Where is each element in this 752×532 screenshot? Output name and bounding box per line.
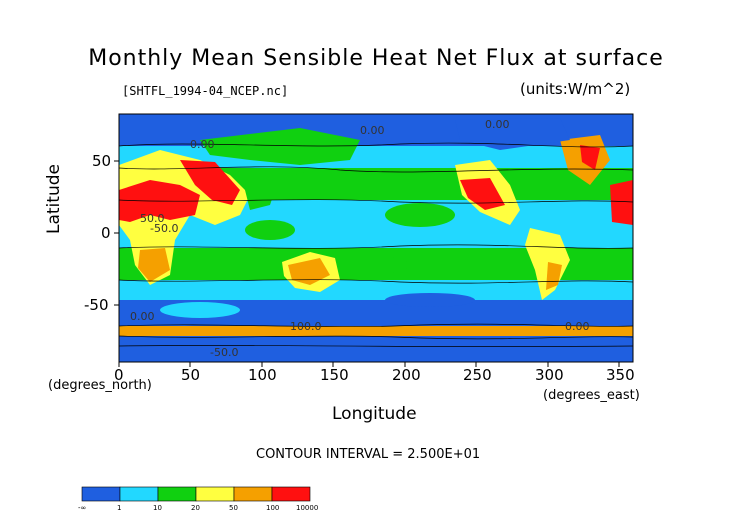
y-tick-label: 0: [101, 224, 111, 242]
colorbar-label: 10000: [296, 504, 319, 512]
colorbar-label: 10: [153, 504, 162, 512]
x-axis-label: Longitude: [332, 404, 417, 424]
y-axis-label: Latitude: [44, 164, 64, 234]
contour-label: 0.00: [360, 124, 385, 137]
contour-label: 100.0: [290, 320, 322, 333]
x-tick-label: 150: [320, 366, 349, 384]
colorbar-label: 1: [117, 504, 122, 512]
x-tick-label: 300: [535, 366, 564, 384]
contour-label: 0.00: [130, 310, 155, 323]
x-tick-label: 0: [114, 366, 124, 384]
x-tick-label: 100: [248, 366, 277, 384]
contour-label: 0.00: [485, 118, 510, 131]
y-tick-label: -50: [84, 296, 109, 314]
x-tick-label: 350: [606, 366, 635, 384]
file-label: [SHTFL_1994-04_NCEP.nc]: [122, 84, 289, 98]
colorbar-label: 100: [266, 504, 280, 512]
colorbar-label: 20: [191, 504, 200, 512]
x-unit-label: (degrees_east): [543, 388, 640, 403]
map-plot-area: [119, 114, 633, 362]
contour-label: 50.0: [140, 212, 165, 225]
colorbar-label: -∞: [78, 504, 87, 512]
x-tick-label: 200: [392, 366, 421, 384]
y-unit-label: (degrees_north): [48, 378, 152, 393]
colorbar-label: 50: [229, 504, 238, 512]
contour-label: -50.0: [150, 222, 178, 235]
contour-label: 0.00: [565, 320, 590, 333]
units-label: (units:W/m^2): [520, 80, 631, 98]
x-tick-label: 250: [463, 366, 492, 384]
y-tick-label: 50: [92, 152, 112, 170]
map-title: Monthly Mean Sensible Heat Net Flux at s…: [88, 46, 664, 71]
x-tick-label: 50: [181, 366, 201, 384]
contour-label: 0.00: [190, 138, 215, 151]
contour-interval: CONTOUR INTERVAL = 2.500E+01: [256, 447, 481, 462]
contour-label: -50.0: [210, 346, 238, 359]
axis-ticks: [114, 160, 620, 367]
map-frame: [118, 113, 634, 363]
